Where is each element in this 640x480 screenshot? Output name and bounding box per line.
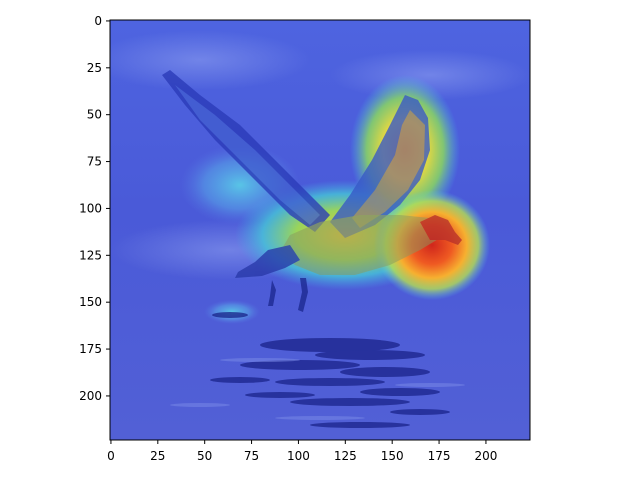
x-tick-label: 175 [428,449,451,463]
x-tick-label: 125 [334,449,357,463]
bird-head [420,215,462,245]
bird-legs [268,278,308,312]
bird-body [280,215,445,275]
x-tick-label: 50 [197,449,212,463]
y-axis: 0 25 50 75 100 125 150 175 200 [79,14,110,403]
water-reflection [210,312,450,428]
haze-top-left [110,30,310,90]
x-tick-label: 25 [150,449,165,463]
water-ripples-light [170,358,465,420]
y-tick-label: 0 [94,14,102,28]
x-tick-label: 100 [287,449,310,463]
x-tick-label: 0 [107,449,115,463]
bird-left-wing-highlight [175,85,320,225]
y-tick-label: 200 [79,389,102,403]
y-tick-label: 50 [87,108,102,122]
x-tick-label: 150 [381,449,404,463]
bird-silhouette [162,70,462,312]
x-tick-label: 200 [474,449,497,463]
y-tick-label: 175 [79,342,102,356]
x-tick-label: 75 [244,449,259,463]
heatmap-image [110,20,530,440]
y-tick-label: 75 [87,155,102,169]
bird-right-wing [330,95,430,238]
bird-right-wing-warm [352,110,425,228]
bird-tail [235,245,300,278]
y-tick-label: 150 [79,295,102,309]
x-axis: 0 25 50 75 100 125 150 175 200 [107,440,497,463]
y-tick-label: 25 [87,61,102,75]
y-tick-label: 125 [79,248,102,262]
cool-glow-splash [204,300,260,324]
y-tick-label: 100 [79,201,102,215]
plot-frame [109,19,531,441]
